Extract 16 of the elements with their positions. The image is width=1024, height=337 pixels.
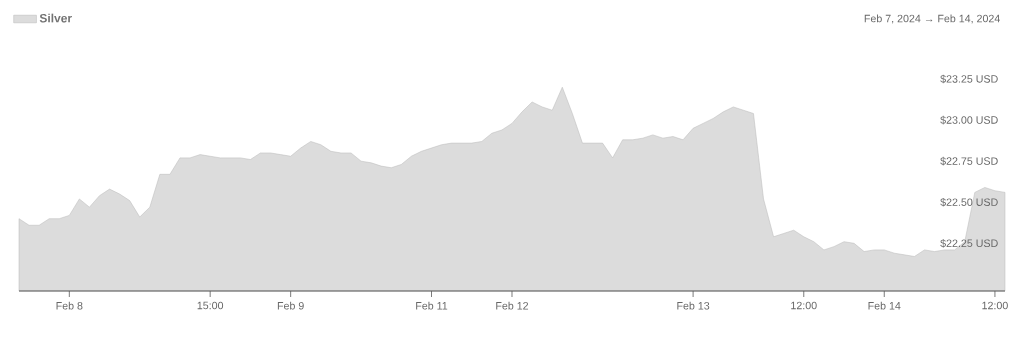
- x-tick-label: 12:00: [982, 301, 1008, 310]
- x-tick-label: Feb 11: [416, 301, 448, 310]
- x-tick-label: Feb 14: [868, 301, 901, 310]
- y-tick-label: $23.25 USD: [940, 74, 998, 84]
- x-tick-label: Feb 8: [56, 301, 83, 310]
- y-tick-label: $22.75 USD: [940, 156, 998, 166]
- x-tick-label: Feb 13: [677, 301, 710, 310]
- y-tick-label: $22.50 USD: [940, 197, 998, 207]
- x-tick-label: 12:00: [791, 301, 817, 310]
- x-tick-label: 15:00: [197, 301, 224, 310]
- y-tick-label: $22.25 USD: [940, 239, 998, 248]
- x-tick-label: Feb 12: [496, 301, 529, 310]
- legend-label: Silver: [39, 13, 72, 23]
- chart-subtitle: Feb 7, 2024 → Feb 14, 2024: [864, 14, 1000, 24]
- y-tick-label: $23.00 USD: [940, 115, 998, 125]
- x-tick-label: Feb 9: [277, 301, 304, 310]
